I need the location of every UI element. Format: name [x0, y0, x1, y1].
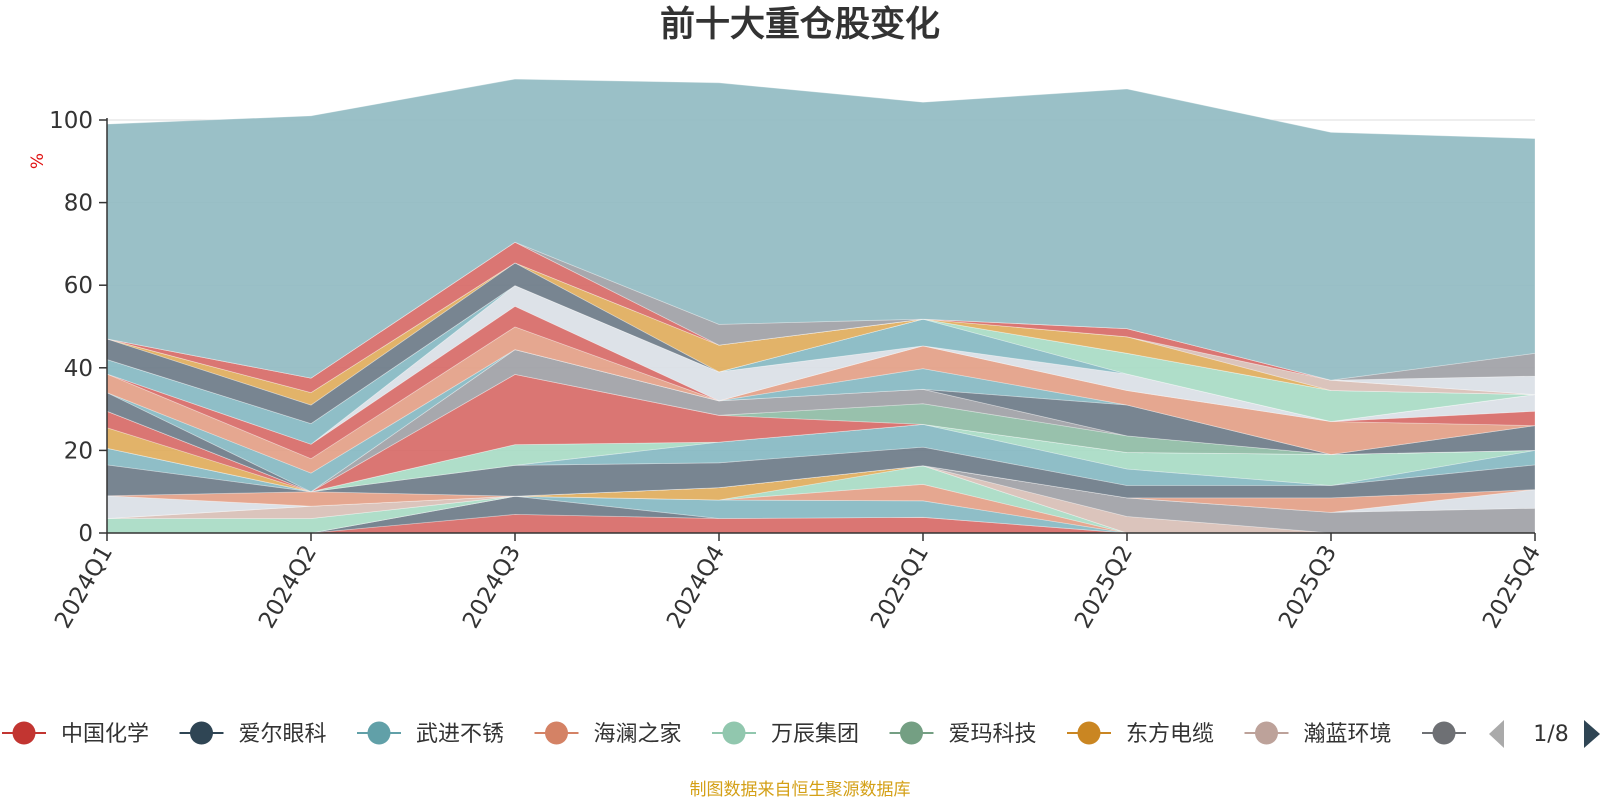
- y-tick-label: 20: [64, 438, 93, 464]
- x-tick-label: 2024Q2: [254, 541, 322, 633]
- x-tick-label: 2024Q3: [458, 541, 526, 633]
- legend-label: 武进不锈: [416, 722, 504, 747]
- area-series: [106, 78, 1536, 381]
- legend-label: 东方电缆: [1126, 722, 1214, 747]
- legend-marker: [722, 721, 746, 745]
- legend-item[interactable]: 海澜之家: [534, 721, 682, 748]
- legend-item[interactable]: 爱玛科技: [889, 721, 1037, 748]
- legend-marker: [900, 721, 923, 745]
- legend-label: 瀚蓝环境: [1304, 722, 1392, 747]
- x-tick-label: 2025Q1: [866, 541, 934, 633]
- x-tick-label: 2025Q4: [1478, 541, 1546, 633]
- area-series: [106, 373, 1536, 493]
- legend-marker: [545, 721, 568, 745]
- legend-item[interactable]: 中国化学: [2, 721, 149, 748]
- legend-item[interactable]: [1422, 721, 1466, 745]
- y-tick-label: 60: [64, 273, 93, 299]
- x-tick-label: 2024Q1: [50, 541, 118, 633]
- legend-label: 海澜之家: [594, 722, 682, 747]
- legend-marker: [1432, 721, 1456, 745]
- legend-item[interactable]: 万辰集团: [712, 721, 859, 748]
- stacked-areas: [106, 78, 1536, 534]
- legend-marker: [367, 721, 391, 745]
- legend-marker: [1255, 721, 1278, 745]
- y-tick-label: 100: [49, 108, 93, 134]
- source-note: 制图数据来自恒生聚源数据库: [690, 780, 911, 800]
- x-tick-label: 2025Q3: [1274, 541, 1342, 633]
- legend-label: 爱尔眼科: [239, 722, 327, 747]
- legend-marker: [1077, 721, 1101, 745]
- legend-prev-icon[interactable]: [1489, 720, 1504, 748]
- legend-next-icon[interactable]: [1584, 720, 1600, 748]
- legend-marker: [12, 721, 36, 745]
- y-tick-label: 40: [64, 356, 93, 382]
- x-tick-label: 2024Q4: [662, 541, 730, 633]
- legend-items: 中国化学 爱尔眼科 武进不锈 海澜之家 万辰集团 爱玛科技 东方电缆 瀚蓝环境: [2, 721, 1466, 748]
- area-series: [106, 423, 1536, 493]
- y-axis-unit: %: [28, 153, 48, 169]
- y-tick-label: 0: [78, 521, 93, 547]
- area-series: [106, 326, 1536, 474]
- legend-label: 爱玛科技: [949, 722, 1037, 747]
- legend-item[interactable]: 瀚蓝环境: [1244, 721, 1392, 748]
- legend-label: 万辰集团: [771, 722, 859, 747]
- legend-marker: [190, 721, 213, 745]
- y-tick-label: 80: [64, 191, 93, 217]
- legend-item[interactable]: 武进不锈: [357, 721, 504, 748]
- area-series: [106, 446, 1536, 499]
- legend-label: 中国化学: [61, 722, 149, 747]
- legend-item[interactable]: 爱尔眼科: [179, 721, 327, 748]
- legend-page-indicator: 1/8: [1533, 722, 1568, 747]
- legend-item[interactable]: 东方电缆: [1067, 721, 1214, 748]
- chart-title: 前十大重仓股变化: [660, 5, 940, 45]
- legend: 中国化学 爱尔眼科 武进不锈 海澜之家 万辰集团 爱玛科技 东方电缆 瀚蓝环境 1/8: [2, 720, 1600, 748]
- x-tick-label: 2025Q2: [1070, 541, 1138, 633]
